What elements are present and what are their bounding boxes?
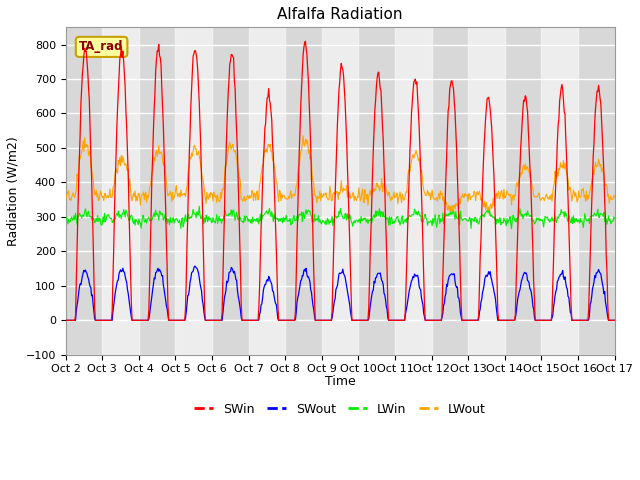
Line: LWout: LWout [65,136,614,216]
LWin [195,204,203,209]
Line: SWin: SWin [65,41,614,320]
LWin [408,212,415,218]
Line: SWout: SWout [65,266,614,320]
Title: Alfalfa Radiation: Alfalfa Radiation [277,7,403,22]
SWout [72,317,79,323]
LWin [61,216,69,221]
LWin [214,220,221,226]
X-axis label: Time: Time [324,375,355,388]
SWout [611,317,618,323]
LWout [300,133,307,139]
Bar [248,27,285,355]
LWout [408,158,415,164]
SWin [408,110,415,116]
LWout [184,173,191,179]
SWout [184,293,191,299]
SWin [72,312,79,318]
LWout [72,191,79,196]
SWout [61,317,69,323]
SWin [301,38,309,44]
LWin [128,213,136,219]
Bar [322,27,358,355]
SWin [184,214,191,219]
LWout [61,197,69,203]
LWin [184,216,191,222]
Bar [468,27,505,355]
LWout [486,213,493,218]
Bar [102,27,139,355]
LWout [128,198,136,204]
SWout [214,317,221,323]
LWin [611,216,618,222]
LWin [72,210,79,216]
LWin [508,226,515,231]
Y-axis label: Radiation (W/m2): Radiation (W/m2) [7,136,20,246]
Bar [395,27,431,355]
LWin [424,222,431,228]
SWout [424,317,431,323]
Bar [175,27,212,355]
LWout [213,200,221,205]
LWout [611,194,618,200]
LWout [424,188,431,193]
Line: LWin: LWin [65,206,614,228]
SWin [611,317,618,323]
SWin [61,317,69,323]
SWout [408,278,415,284]
Text: TA_rad: TA_rad [79,40,124,53]
SWin [424,317,431,323]
Bar [541,27,578,355]
Legend: SWin, SWout, LWin, LWout: SWin, SWout, LWin, LWout [189,397,491,420]
SWout [128,317,136,323]
SWout [191,263,198,269]
SWin [128,317,136,323]
SWin [213,317,221,323]
